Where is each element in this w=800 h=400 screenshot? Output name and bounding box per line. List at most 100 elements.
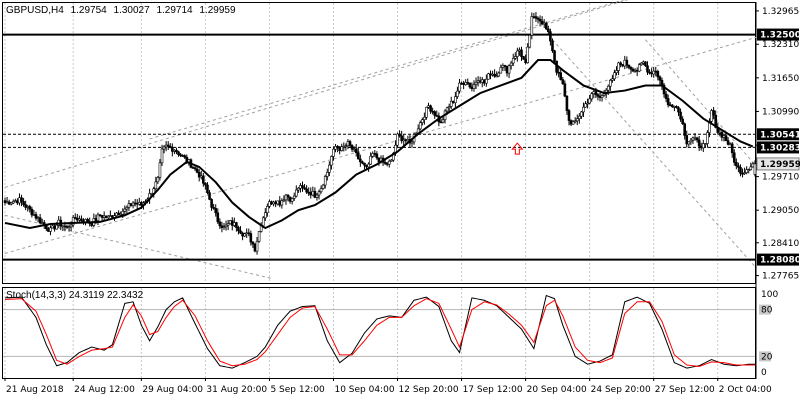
price-tick-label: 1.32965	[762, 7, 799, 17]
horizontal-levels	[3, 33, 755, 261]
candle-body	[528, 34, 532, 48]
candle-body	[743, 172, 746, 174]
candle-body	[511, 58, 515, 64]
candle-body	[40, 222, 44, 224]
candle-body	[400, 135, 403, 142]
candle-body	[737, 165, 740, 168]
candle-body	[509, 62, 513, 67]
stoch-axis: 100 80 20 0	[759, 290, 778, 378]
candle-body	[435, 115, 439, 117]
candle-body	[319, 188, 323, 193]
candle-body	[565, 95, 569, 111]
current-price-tag	[756, 157, 800, 171]
time-tick-label: 31 Aug 20:00	[206, 385, 267, 395]
channel-line	[4, 214, 274, 280]
candle-body	[305, 188, 308, 193]
candle-body	[375, 153, 379, 159]
candle-body	[449, 100, 453, 107]
time-tick-label: 27 Sep 12:00	[655, 385, 715, 395]
stoch-tick-label: 100	[761, 290, 778, 300]
candle-body	[100, 215, 104, 218]
candle-body	[549, 31, 552, 42]
candle-body	[224, 224, 228, 228]
candle-body	[266, 206, 269, 213]
candle-body	[673, 106, 676, 108]
candle-body	[129, 203, 133, 206]
candle-body	[646, 65, 649, 73]
candle-body	[18, 197, 21, 204]
candle-body	[76, 217, 79, 221]
candle-body	[507, 65, 511, 74]
candle-body	[677, 107, 680, 113]
candle-body	[439, 121, 443, 124]
candle-body	[7, 201, 11, 205]
candle-body	[706, 132, 709, 144]
candle-body	[371, 153, 375, 157]
price-level-tag	[757, 141, 799, 154]
time-tick-label: 29 Aug 04:00	[142, 385, 203, 395]
candle-body	[365, 164, 368, 168]
candle-body	[629, 67, 633, 70]
candle-body	[538, 18, 542, 22]
candle-body	[377, 157, 381, 163]
candle-body	[115, 212, 118, 217]
stoch-level-tag	[759, 351, 771, 362]
time-tick-label: 24 Aug 12:00	[74, 385, 135, 395]
candle-body	[724, 135, 728, 141]
candle-body	[69, 224, 73, 228]
moving-average	[4, 59, 754, 230]
candle-body	[276, 200, 280, 205]
candle-body	[251, 241, 255, 245]
candle-body	[94, 218, 98, 222]
ohlc-low: 1.29714	[156, 5, 193, 16]
candle-body	[125, 207, 129, 210]
candle-body	[210, 199, 213, 208]
candle-body	[216, 212, 220, 223]
candle-body	[617, 62, 620, 71]
candle-body	[524, 58, 527, 64]
price-tags: 1.32500 1.30541 1.30283 1.28080 1.29959	[756, 28, 800, 266]
candle-body	[741, 172, 744, 175]
candle-body	[348, 141, 352, 146]
price-tick-label: 1.32310	[762, 40, 799, 50]
price-level-tag	[757, 253, 799, 266]
candle-body	[573, 120, 577, 123]
candle-body	[199, 175, 203, 178]
price-tick-label: 1.29710	[762, 173, 799, 183]
candle-body	[284, 194, 288, 201]
candle-body	[588, 98, 591, 104]
candle-body	[90, 222, 94, 226]
candle-body	[499, 67, 503, 74]
candle-body	[38, 217, 42, 224]
candle-body	[202, 175, 205, 184]
candle-body	[309, 192, 313, 196]
candle-body	[431, 110, 434, 113]
candle-body	[78, 218, 81, 221]
candle-body	[311, 191, 315, 196]
time-tick-label: 17 Sep 12:00	[463, 385, 523, 395]
candle-body	[722, 135, 726, 138]
candle-body	[32, 214, 36, 216]
candle-body	[191, 167, 195, 169]
candle-body	[487, 73, 490, 80]
candle-body	[693, 137, 697, 140]
price-tick-label: 1.30990	[762, 107, 799, 117]
candle-body	[239, 230, 242, 234]
candle-body	[569, 120, 573, 125]
candle-body	[728, 143, 732, 146]
candle-body	[226, 223, 230, 226]
candle-body	[631, 68, 635, 72]
candle-body	[505, 66, 509, 74]
candle-body	[501, 65, 505, 68]
candle-body	[160, 148, 164, 164]
candle-body	[445, 107, 449, 112]
candle-body	[648, 71, 651, 74]
candle-body	[179, 154, 182, 156]
stoch-signal-line	[4, 298, 755, 368]
candle-body	[278, 200, 282, 206]
candle-body	[123, 208, 127, 212]
stoch-level-tag	[759, 304, 771, 315]
candle-body	[340, 146, 344, 151]
candle-body	[135, 202, 139, 205]
